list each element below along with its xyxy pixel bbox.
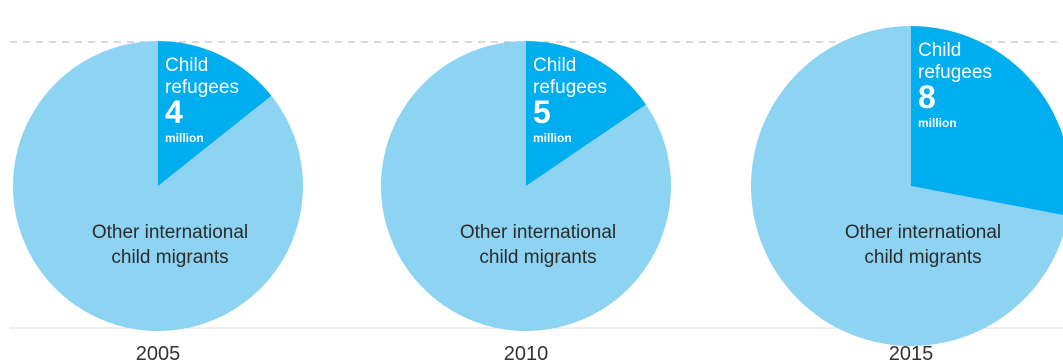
slice-refugees-2005	[158, 41, 272, 186]
label-other-line1-2005: Other international	[92, 222, 248, 243]
label-other-line2-2015: child migrants	[864, 247, 981, 268]
label-other-line2-2005: child migrants	[111, 247, 228, 268]
label-refugees-line2-2015: refugees	[918, 62, 992, 83]
label-refugees-value-2015: 8	[918, 79, 936, 115]
label-refugees-value-2005: 4	[165, 94, 183, 130]
label-refugees-line2-2005: refugees	[165, 77, 239, 98]
label-refugees-unit-2015: million	[918, 116, 957, 130]
slice-refugees-2010	[526, 41, 646, 186]
label-refugees-line1-2015: Child	[918, 40, 961, 61]
label-refugees-line1-2010: Child	[533, 55, 576, 76]
slice-other-2010	[381, 41, 672, 331]
label-refugees-unit-2005: million	[165, 131, 204, 145]
year-label-2010: 2010	[504, 343, 549, 363]
label-other-line1-2015: Other international	[845, 222, 1001, 243]
label-refugees-line2-2010: refugees	[533, 77, 607, 98]
year-label-2015: 2015	[889, 343, 934, 363]
slice-other-2005	[12, 41, 304, 332]
label-refugees-unit-2010: million	[533, 131, 572, 145]
slice-other-2015	[751, 26, 1063, 346]
label-refugees-value-2010: 5	[533, 94, 551, 130]
label-refugees-line1-2005: Child	[165, 55, 208, 76]
slice-refugees-2015	[911, 26, 1063, 215]
label-other-line2-2010: child migrants	[479, 247, 596, 268]
label-other-line1-2010: Other international	[460, 222, 616, 243]
year-label-2005: 2005	[136, 343, 181, 363]
